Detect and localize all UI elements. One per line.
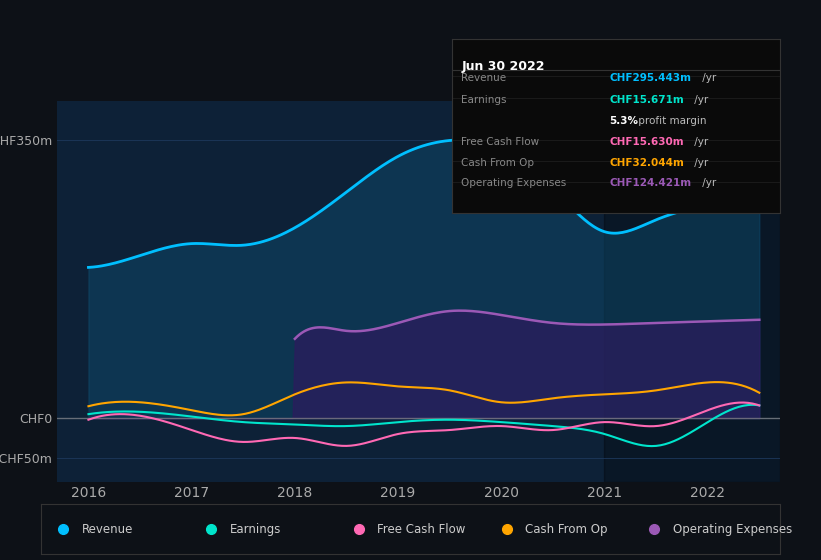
Text: CHF32.044m: CHF32.044m — [609, 158, 684, 167]
Text: CHF15.630m: CHF15.630m — [609, 137, 684, 147]
Text: CHF15.671m: CHF15.671m — [609, 95, 684, 105]
Text: Jun 30 2022: Jun 30 2022 — [461, 60, 545, 73]
Text: Earnings: Earnings — [230, 522, 281, 536]
Text: /yr: /yr — [691, 137, 709, 147]
Text: /yr: /yr — [699, 179, 717, 189]
Text: CHF124.421m: CHF124.421m — [609, 179, 691, 189]
Text: Free Cash Flow: Free Cash Flow — [461, 137, 539, 147]
Text: Operating Expenses: Operating Expenses — [461, 179, 566, 189]
Text: profit margin: profit margin — [635, 116, 707, 126]
Text: /yr: /yr — [699, 73, 717, 83]
Text: Earnings: Earnings — [461, 95, 507, 105]
Text: /yr: /yr — [691, 95, 709, 105]
Text: 5.3%: 5.3% — [609, 116, 638, 126]
Text: Operating Expenses: Operating Expenses — [673, 522, 792, 536]
Text: Cash From Op: Cash From Op — [525, 522, 608, 536]
Text: Revenue: Revenue — [461, 73, 507, 83]
Bar — [604, 101, 780, 482]
Text: /yr: /yr — [691, 158, 709, 167]
Text: Revenue: Revenue — [82, 522, 133, 536]
Text: Cash From Op: Cash From Op — [461, 158, 534, 167]
Text: CHF295.443m: CHF295.443m — [609, 73, 691, 83]
Text: Free Cash Flow: Free Cash Flow — [378, 522, 466, 536]
